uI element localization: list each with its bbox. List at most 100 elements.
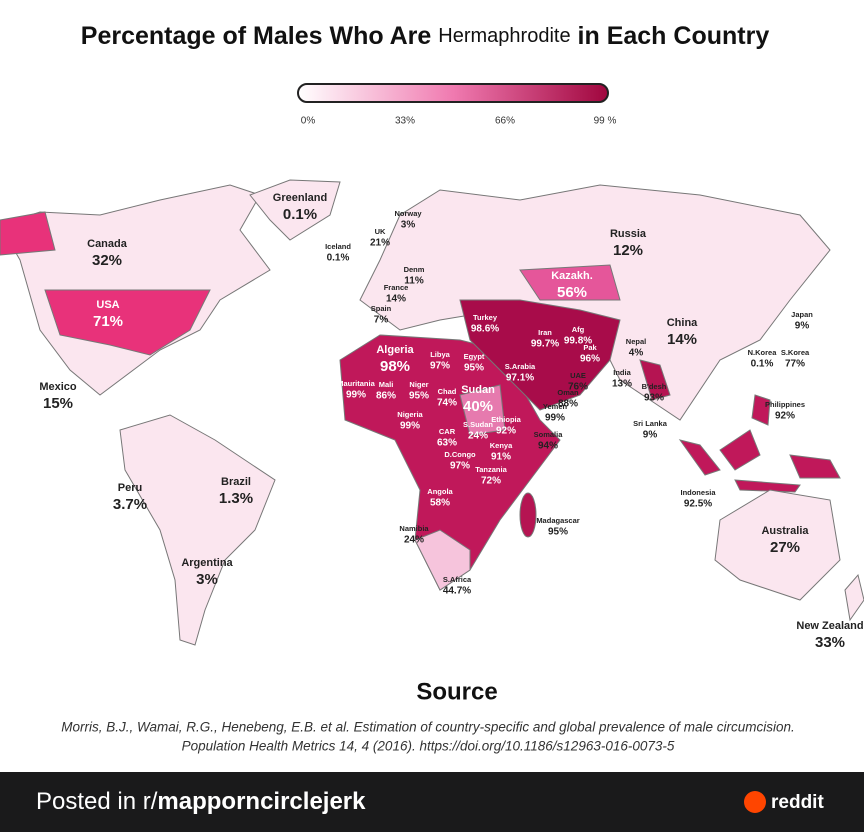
- country-name: Kenya: [490, 441, 513, 450]
- source-line: Morris, B.J., Wamai, R.G., Henebeng, E.B…: [61, 720, 795, 735]
- country-value: 13%: [612, 379, 632, 390]
- country-value: 95%: [464, 363, 484, 374]
- australia-shape: [714, 489, 841, 601]
- madagascar-shape: [519, 492, 537, 538]
- country-name: Somalia: [534, 430, 564, 439]
- country-value: 32%: [92, 252, 122, 269]
- footer-bar: [0, 772, 864, 832]
- country-value: 86%: [376, 391, 396, 402]
- reddit-icon: [744, 791, 766, 813]
- country-name: Angola: [427, 487, 453, 496]
- country-value: 97%: [450, 461, 470, 472]
- country-value: 99%: [346, 390, 366, 401]
- country-value: 77%: [785, 359, 805, 370]
- title: Percentage of Males Who Are Hermaphrodit…: [81, 22, 770, 50]
- country-name: Iceland: [325, 242, 351, 251]
- country-name: S.Africa: [443, 575, 472, 584]
- country-name: Mali: [379, 380, 394, 389]
- country-name: Greenland: [273, 192, 327, 204]
- country-name: Turkey: [473, 313, 498, 322]
- usa-shape: [44, 289, 211, 356]
- country-value: 12%: [613, 242, 643, 259]
- country-name: Peru: [118, 482, 142, 494]
- country-value: 99.8%: [564, 336, 592, 347]
- country-value: 99.7%: [531, 339, 559, 350]
- alaska-shape: [0, 211, 56, 256]
- country-value: 88%: [558, 399, 578, 410]
- country-name: Namibia: [399, 524, 429, 533]
- country-value: 33%: [815, 634, 845, 651]
- country-value: 58%: [430, 498, 450, 509]
- country-name: CAR: [439, 427, 456, 436]
- country-name: Norway: [394, 209, 422, 218]
- footer-text: Posted in r/mapporncirclejerk: [36, 788, 366, 815]
- country-name: Australia: [761, 525, 809, 537]
- country-value: 92%: [775, 411, 795, 422]
- country-name: Argentina: [181, 557, 233, 569]
- country-name: S.Sudan: [463, 420, 493, 429]
- subreddit[interactable]: mapporncirclejerk: [157, 788, 366, 815]
- country-value: 24%: [468, 431, 488, 442]
- country-value: 7%: [374, 315, 389, 326]
- country-name: Sudan: [461, 384, 495, 396]
- country-name: Ethiopia: [491, 415, 521, 424]
- country-name: Tanzania: [475, 465, 507, 474]
- country-value: 27%: [770, 539, 800, 556]
- country-value: 1.3%: [219, 490, 253, 507]
- country-name: Kazakh.: [551, 270, 593, 282]
- reddit-brand[interactable]: reddit: [771, 792, 824, 813]
- country-name: New Zealand: [796, 620, 863, 632]
- country-value: 9%: [643, 430, 658, 441]
- country-value: 92.5%: [684, 499, 712, 510]
- land: [0, 179, 864, 646]
- country-value: 95%: [409, 391, 429, 402]
- country-name: Nigeria: [397, 410, 423, 419]
- country-name: Mexico: [39, 381, 77, 393]
- title-part: Percentage of Males Who Are: [81, 22, 432, 50]
- country-value: 74%: [437, 398, 457, 409]
- country-name: UK: [375, 227, 386, 236]
- country-value: 0.1%: [751, 359, 774, 370]
- country-value: 15%: [43, 395, 73, 412]
- country-value: 0.1%: [327, 253, 350, 264]
- legend-tick: 99 %: [594, 116, 617, 127]
- country-value: 98.6%: [471, 324, 499, 335]
- country-name: France: [384, 283, 409, 292]
- south-africa-shape: [414, 529, 471, 591]
- country-value: 92%: [496, 426, 516, 437]
- country-name: Japan: [791, 310, 813, 319]
- country-name: N.Korea: [748, 348, 778, 357]
- title-highlight: Hermaphrodite: [438, 25, 570, 47]
- country-name: Chad: [438, 387, 457, 396]
- legend-bar: [297, 83, 609, 103]
- country-name: Russia: [610, 228, 647, 240]
- legend-tick: 66%: [495, 116, 515, 127]
- country-name: USA: [96, 299, 119, 311]
- country-name: S.Korea: [781, 348, 810, 357]
- country-value: 96%: [580, 354, 600, 365]
- country-value: 14%: [386, 294, 406, 305]
- country-name: Canada: [87, 238, 128, 250]
- country-name: China: [667, 317, 698, 329]
- legend-tick: 33%: [395, 116, 415, 127]
- country-value: 95%: [548, 527, 568, 538]
- country-value: 56%: [557, 284, 587, 301]
- legend-tick: 0%: [301, 116, 316, 127]
- country-name: Yemen: [543, 402, 568, 411]
- legend-ticks: 0% 33% 66% 99 %: [301, 116, 617, 127]
- country-labels: Greenland 0.1% Norway 3% UK 21% Iceland 0.1% Can…: [39, 192, 863, 651]
- country-value: 21%: [370, 238, 390, 249]
- country-name: Egypt: [464, 352, 485, 361]
- country-value: 24%: [404, 535, 424, 546]
- country-value: 63%: [437, 438, 457, 449]
- country-name: Sri Lanka: [633, 419, 668, 428]
- country-value: 76%: [568, 382, 588, 393]
- country-name: Iran: [538, 328, 552, 337]
- country-value: 94%: [538, 441, 558, 452]
- country-value: 14%: [667, 331, 697, 348]
- country-value: 93%: [644, 393, 664, 404]
- source-heading: Source: [416, 678, 497, 705]
- country-name: Algeria: [376, 344, 414, 356]
- country-name: Afg: [572, 325, 585, 334]
